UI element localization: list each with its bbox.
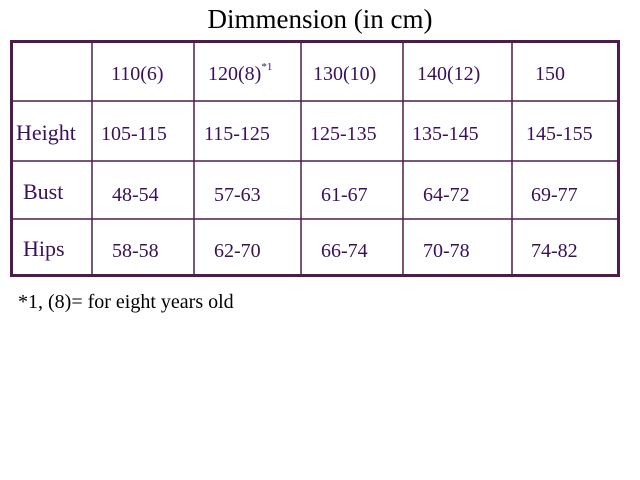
size-table: 110(6) 120(8)*1 130(10) 140(12) 150 Heig… (10, 40, 620, 277)
header-size-130: 130(10) (313, 63, 377, 85)
row-label-hips: Hips (23, 236, 65, 261)
footnote: *1, (8)= for eight years old (18, 291, 234, 313)
row-label-bust: Bust (23, 179, 64, 204)
bust-150: 69-77 (531, 184, 578, 206)
hips-140: 70-78 (423, 240, 470, 262)
hips-120: 62-70 (214, 240, 261, 262)
height-120: 115-125 (204, 123, 270, 145)
table-gridlines (13, 43, 617, 274)
bust-110: 48-54 (112, 184, 159, 206)
bust-130: 61-67 (321, 184, 368, 206)
height-140: 135-145 (412, 123, 479, 145)
height-130: 125-135 (310, 123, 377, 145)
header-size-120: 120(8)*1 (208, 61, 273, 86)
header-size-140: 140(12) (417, 63, 481, 85)
bust-140: 64-72 (423, 184, 470, 206)
header-size-150: 150 (535, 63, 565, 85)
row-label-height: Height (16, 120, 76, 145)
header-size-120-label: 120(8) (208, 63, 262, 85)
hips-130: 66-74 (321, 240, 368, 262)
page-title: Dimmension (in cm) (207, 4, 433, 34)
footnote-mark: *1 (261, 61, 273, 73)
hips-110: 58-58 (112, 240, 159, 262)
height-150: 145-155 (526, 123, 593, 145)
header-size-110: 110(6) (111, 63, 164, 85)
height-110: 105-115 (101, 123, 167, 145)
bust-120: 57-63 (214, 184, 261, 206)
hips-150: 74-82 (531, 240, 578, 262)
